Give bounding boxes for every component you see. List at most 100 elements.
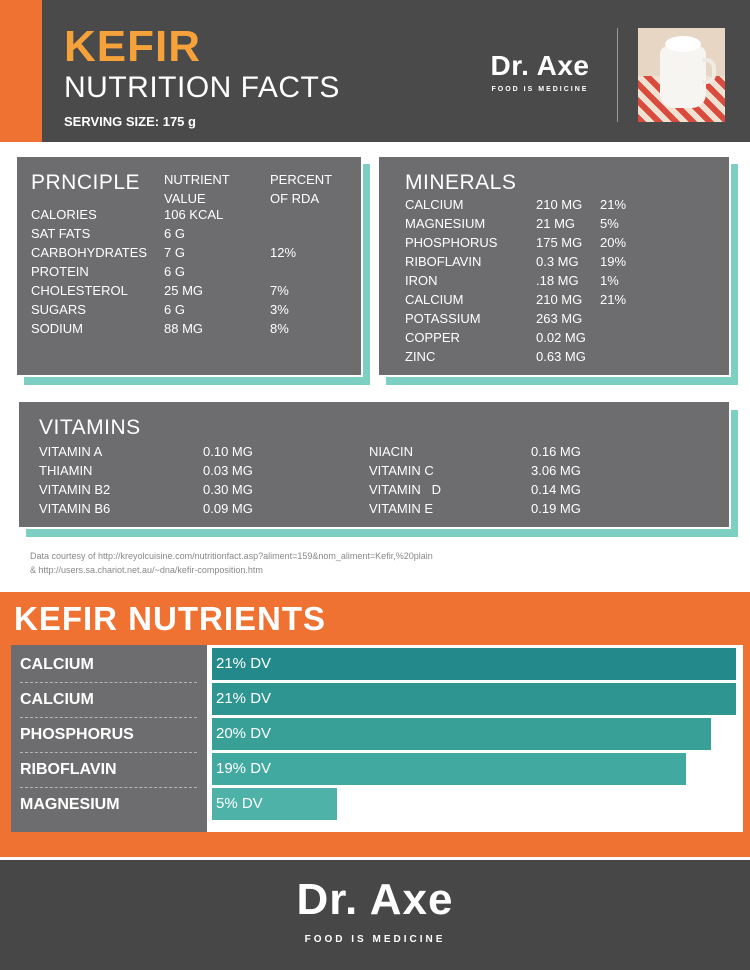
minerals-card: MINERALS CALCIUM 210 MG 21% MAGNESIUM 21 MG 5… [377,155,731,377]
data-source-note: Data courtesy of http://kreyolcuisine.co… [30,549,433,577]
mineral-row-name: CALCIUM [405,197,464,212]
vitamin-row-value: 0.16 MG [531,444,581,459]
principle-title: PRNCIPLE [31,171,141,194]
principle-row-name: PROTEIN [31,264,89,279]
header-band [0,0,750,142]
mineral-row-percent: 19% [600,254,627,269]
vitamin-row-name: VITAMIN A [39,444,103,459]
principle-row-name: CARBOHYDRATES [31,245,148,260]
serving-size: SERVING SIZE: 175 g [64,114,196,129]
nutrient-bar [212,648,736,680]
bar-label-divider [20,752,197,753]
bar-label-divider [20,717,197,718]
principle-row-value: 25 MG [164,283,204,298]
nutrient-bar-category-label: RIBOFLAVIN [20,761,117,778]
nutrient-bar-value-label: 5% DV [216,795,263,812]
nutrient-bar-value-label: 20% DV [216,725,272,742]
source-line-1: Data courtesy of http://kreyolcuisine.co… [30,551,433,561]
principle-row-value: 106 KCAL [164,207,224,222]
nutrient-bar-category-label: PHOSPHORUS [20,726,134,743]
vitamin-row-name: VITAMIN E [369,501,434,516]
nutrient-bar [212,718,711,750]
mineral-row-name: COPPER [405,330,460,345]
vitamin-row-name: VITAMIN D [369,482,441,497]
minerals-title: MINERALS [405,171,517,194]
principle-row-value: 88 MG [164,321,204,336]
brand-name: Dr. Axe [490,50,590,81]
principle-row-name: CHOLESTEROL [31,283,128,298]
mineral-row-value: 0.3 MG [536,254,579,269]
principle-row-name: SUGARS [31,302,86,317]
principle-col-nutrient: NUTRIENT VALUE [164,172,230,206]
mineral-row-percent: 1% [600,273,619,288]
principle-col-percent: PERCENT OF RDA [270,172,332,206]
vitamin-row-value: 0.19 MG [531,501,581,516]
mineral-row-name: MAGNESIUM [405,216,486,231]
nutrient-bar-value-label: 19% DV [216,760,272,777]
nutrients-title: KEFIR NUTRIENTS [14,600,326,637]
principle-row-percent: 7% [270,283,289,298]
principle-row-percent: 8% [270,321,289,336]
nutrient-bar-category-label: CALCIUM [20,656,94,673]
mineral-row-percent: 20% [600,235,627,250]
header-accent-stripe [0,0,42,142]
mineral-row-percent: 5% [600,216,619,231]
mineral-row-percent: 21% [600,292,627,307]
vitamin-row-value: 0.09 MG [203,501,253,516]
mineral-row-value: 210 MG [536,292,583,307]
footer-band [0,860,750,970]
principle-row-percent: 3% [270,302,289,317]
principle-row-value: 6 G [164,226,185,241]
nutrient-bar-category-label: CALCIUM [20,691,94,708]
mineral-row-value: 21 MG [536,216,576,231]
mineral-row-percent: 21% [600,197,627,212]
mineral-row-value: 0.63 MG [536,349,586,364]
principle-row-name: SAT FATS [31,226,91,241]
mineral-row-value: 175 MG [536,235,583,250]
mineral-row-name: IRON [405,273,438,288]
jug-top [665,36,701,52]
jug-body [660,46,706,108]
jug-handle [702,58,716,84]
vitamins-card: VITAMINS VITAMIN A 0.10 MG THIAMIN 0.03 MG V… [17,400,731,529]
vitamin-row-name: VITAMIN C [369,463,434,478]
vitamin-row-name: VITAMIN B6 [39,501,111,516]
mineral-row-name: POTASSIUM [405,311,481,326]
nutrient-bar-category-label: MAGNESIUM [20,796,120,813]
principle-row-name: CALORIES [31,207,97,222]
brand-logo: Dr. Axe FOOD IS MEDICINE [484,50,596,94]
kefir-jug-photo [638,28,725,122]
bar-label-divider [20,682,197,683]
principle-row-percent: 12% [270,245,297,260]
mineral-row-name: ZINC [405,349,436,364]
bar-label-divider [20,787,197,788]
footer-brand-name: Dr. Axe [296,875,454,924]
principle-row-value: 6 G [164,264,185,279]
vitamin-row-value: 0.03 MG [203,463,253,478]
mineral-row-name: CALCIUM [405,292,464,307]
vitamin-row-value: 0.14 MG [531,482,581,497]
mineral-row-value: 263 MG [536,311,583,326]
nutrient-bar-value-label: 21% DV [216,690,272,707]
source-line-2: & http://users.sa.chariot.net.au/~dna/ke… [30,565,263,575]
mineral-row-name: RIBOFLAVIN [405,254,482,269]
page-title: KEFIR [64,22,201,71]
vitamins-title: VITAMINS [39,416,141,439]
vitamin-row-value: 0.30 MG [203,482,253,497]
bar-label-column [11,645,207,832]
nutrient-bar-value-label: 21% DV [216,655,272,672]
principle-row-value: 6 G [164,302,185,317]
mineral-row-value: 0.02 MG [536,330,586,345]
page-subtitle: NUTRITION FACTS [64,71,340,104]
header-divider [617,28,618,122]
nutrient-bar [212,788,337,820]
vitamin-row-name: VITAMIN B2 [39,482,111,497]
vitamin-row-name: THIAMIN [39,463,93,478]
mineral-row-value: 210 MG [536,197,583,212]
principle-row-value: 7 G [164,245,185,260]
mineral-row-value: .18 MG [536,273,579,288]
mineral-row-name: PHOSPHORUS [405,235,498,250]
vitamin-row-name: NIACIN [369,444,414,459]
nutrient-bar [212,753,686,785]
principle-card: PRNCIPLE NUTRIENT VALUE PERCENT OF RDA C… [15,155,363,377]
